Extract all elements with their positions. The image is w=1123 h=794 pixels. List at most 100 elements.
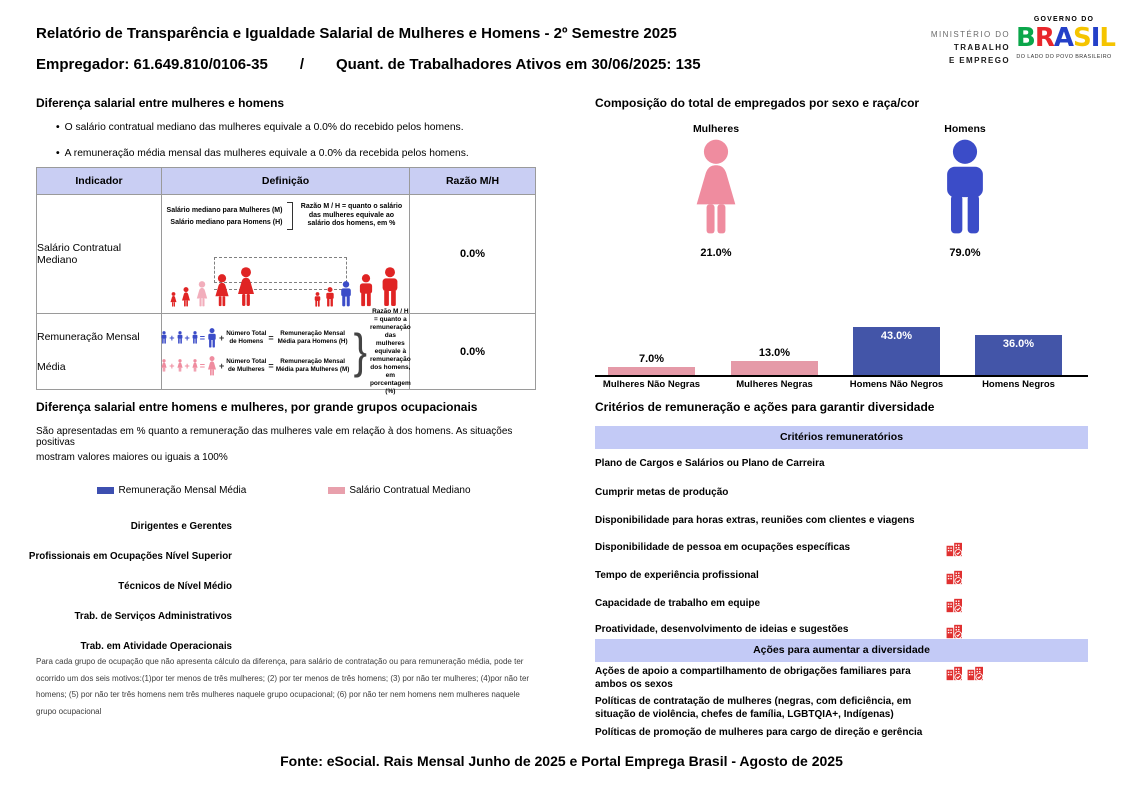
bar-mulheres-nao-negras: 7.0% <box>608 353 695 375</box>
legend-item-median: Salário Contratual Mediano <box>328 485 471 496</box>
company-check-icon <box>946 624 963 639</box>
brace-shape: } <box>353 325 367 378</box>
chart-legend: Remuneração Mensal Média Salário Contrat… <box>36 485 532 496</box>
woman-figure-median-icon <box>194 281 210 307</box>
source-footer: Fonte: eSocial. Rais Mensal Junho de 202… <box>280 753 843 769</box>
bar-mulheres-negras: 13.0% <box>731 347 818 375</box>
race-chart-categories: Mulheres Não Negras Mulheres Negras Home… <box>595 379 1088 393</box>
bar: 43.0% <box>853 327 940 375</box>
category-label: Trab. de Serviços Administrativos <box>74 611 232 622</box>
occupational-categories: Dirigentes e Gerentes Profissionais em O… <box>14 521 232 671</box>
category-label: Dirigentes e Gerentes <box>130 521 232 532</box>
woman-figure-icon <box>180 287 192 307</box>
man-figure-icon <box>378 267 402 307</box>
definition-diagram-median: Salário mediano para Mulheres (M) Salári… <box>161 194 410 314</box>
ministry-logo: MINISTÉRIO DO TRABALHO E EMPREGO <box>930 30 1010 65</box>
diversity-action-item: Ações de apoio a compartilhamento de obr… <box>595 666 1088 691</box>
category-label: Técnicos de Nível Médio <box>118 581 232 592</box>
section-title-criteria: Critérios de remuneração e ações para ga… <box>595 400 935 414</box>
separator: / <box>299 56 304 73</box>
category-label: Profissionais em Ocupações Nível Superio… <box>28 551 232 562</box>
indicator-name: Salário Contratual Mediano <box>36 194 162 314</box>
criteria-item: Disponibilidade para horas extras, reuni… <box>595 515 915 526</box>
indicator-table: Indicador Definição Razão M/H Salário Co… <box>36 167 536 395</box>
company-check-icon <box>946 598 963 613</box>
category-label: Trab. em Atividade Operacionais <box>80 641 232 652</box>
woman-figure-icon <box>212 274 232 307</box>
employer-id: Empregador: 61.649.810/0106-35 <box>36 56 268 73</box>
definition-diagram-mean: + + = + Número Total de Homens = Remuner… <box>160 308 411 395</box>
women-total-label: Número Total de Mulheres <box>226 358 267 373</box>
col-header-indicador: Indicador <box>36 167 162 195</box>
criteria-item: Proatividade, desenvolvimento de ideias … <box>595 624 1088 639</box>
legend-swatch-blue-icon <box>97 487 115 494</box>
section-title-occupational: Diferença salarial entre homens e mulher… <box>36 400 478 414</box>
man-figure-icon <box>160 331 168 344</box>
ratio-note-mean: Razão M / H = quanto a remuneração das m… <box>369 307 411 395</box>
bar-homens-nao-negros: 43.0% <box>853 327 940 375</box>
diversity-action-item: Políticas de promoção de mulheres para c… <box>595 727 923 738</box>
male-pictogram-block: Homens 79.0% <box>908 123 1022 259</box>
ratio-note-median: Razão M / H = quanto o salário das mulhe… <box>300 203 403 228</box>
ratio-value-mean: 0.0% <box>409 313 536 390</box>
legend-item-mean: Remuneração Mensal Média <box>97 485 246 496</box>
median-dashed-box <box>214 257 347 283</box>
occupational-footnote: Para cada grupo de ocupação que não apre… <box>36 657 530 716</box>
table-row-median-salary: Salário Contratual Mediano Salário media… <box>36 194 536 314</box>
company-check-icon <box>946 666 963 681</box>
criteria-item: Cumprir metas de produção <box>595 487 729 498</box>
male-percentage: 79.0% <box>949 247 981 259</box>
man-figure-icon <box>313 292 322 307</box>
bar-homens-negros: 36.0% <box>975 335 1062 375</box>
brasil-wordmark-icon: BRASIL <box>1016 23 1116 53</box>
criteria-item: Tempo de experiência profissional <box>595 570 1088 585</box>
col-header-definicao: Definição <box>161 167 410 195</box>
table-header-row: Indicador Definição Razão M/H <box>36 167 536 195</box>
woman-figure-icon <box>176 359 184 372</box>
female-percentage: 21.0% <box>700 247 732 259</box>
legend-swatch-pink-icon <box>328 487 346 494</box>
category-label: Mulheres Negras <box>736 379 813 390</box>
label-median-men: Salário mediano para Homens (H) <box>170 218 283 226</box>
woman-figure-icon <box>160 359 168 372</box>
occupational-subtitle-1: São apresentadas em % quanto a remuneraç… <box>36 426 513 448</box>
male-label: Homens <box>944 123 986 135</box>
bracket-shape <box>287 202 294 230</box>
median-dashed-line <box>214 289 347 290</box>
woman-figure-icon <box>234 267 258 307</box>
company-check-icon <box>946 570 963 585</box>
category-label: Homens Não Negros <box>849 379 944 390</box>
bullet-mean-remuneration: A remuneração média mensal das mulheres … <box>56 148 526 159</box>
occupational-subtitle-2: mostram valores maiores ou iguais a 100% <box>36 452 228 463</box>
man-figure-icon <box>324 287 336 307</box>
bar: 36.0% <box>975 335 1062 375</box>
man-figure-median-icon <box>338 281 354 307</box>
category-label: Homens Negros <box>982 379 1055 390</box>
woman-figure-icon <box>169 292 178 307</box>
woman-figure-icon <box>191 359 199 372</box>
employer-line: Empregador: 61.649.810/0106-35 / Quant. … <box>36 56 701 73</box>
company-check-icon <box>946 542 963 557</box>
table-row-mean-remuneration: Remuneração Mensal Média + + = + <box>36 308 536 395</box>
criteria-item: Disponibilidade de pessoa em ocupações e… <box>595 542 1088 557</box>
women-result-label: Remuneração Mensal Média para Mulheres (… <box>275 358 350 373</box>
criteria-item: Plano de Cargos e Salários ou Plano de C… <box>595 458 825 469</box>
category-label: Mulheres Não Negras <box>602 379 701 390</box>
bullet-median-salary: O salário contratual mediano das mulhere… <box>56 122 526 133</box>
woman-figure-large-icon <box>206 356 218 376</box>
col-header-razao: Razão M/H <box>409 167 536 195</box>
men-result-label: Remuneração Mensal Média para Homens (H) <box>277 330 348 345</box>
female-pictogram-block: Mulheres 21.0% <box>659 123 773 259</box>
bar <box>731 360 818 375</box>
diversity-action-item: Políticas de contratação de mulheres (ne… <box>595 696 912 720</box>
man-figure-icon <box>176 331 184 344</box>
active-workers: Quant. de Trabalhadores Ativos em 30/06/… <box>335 56 701 73</box>
ratio-value-median: 0.0% <box>409 194 536 314</box>
men-total-label: Número Total de Homens <box>226 330 267 345</box>
label-median-women: Salário mediano para Mulheres (M) <box>166 206 283 214</box>
band-criterios-remuneratorios: Critérios remuneratórios <box>595 426 1088 449</box>
man-figure-icon <box>191 331 199 344</box>
man-pictogram-icon <box>936 139 994 236</box>
band-acoes-diversidade: Ações para aumentar a diversidade <box>595 639 1088 662</box>
